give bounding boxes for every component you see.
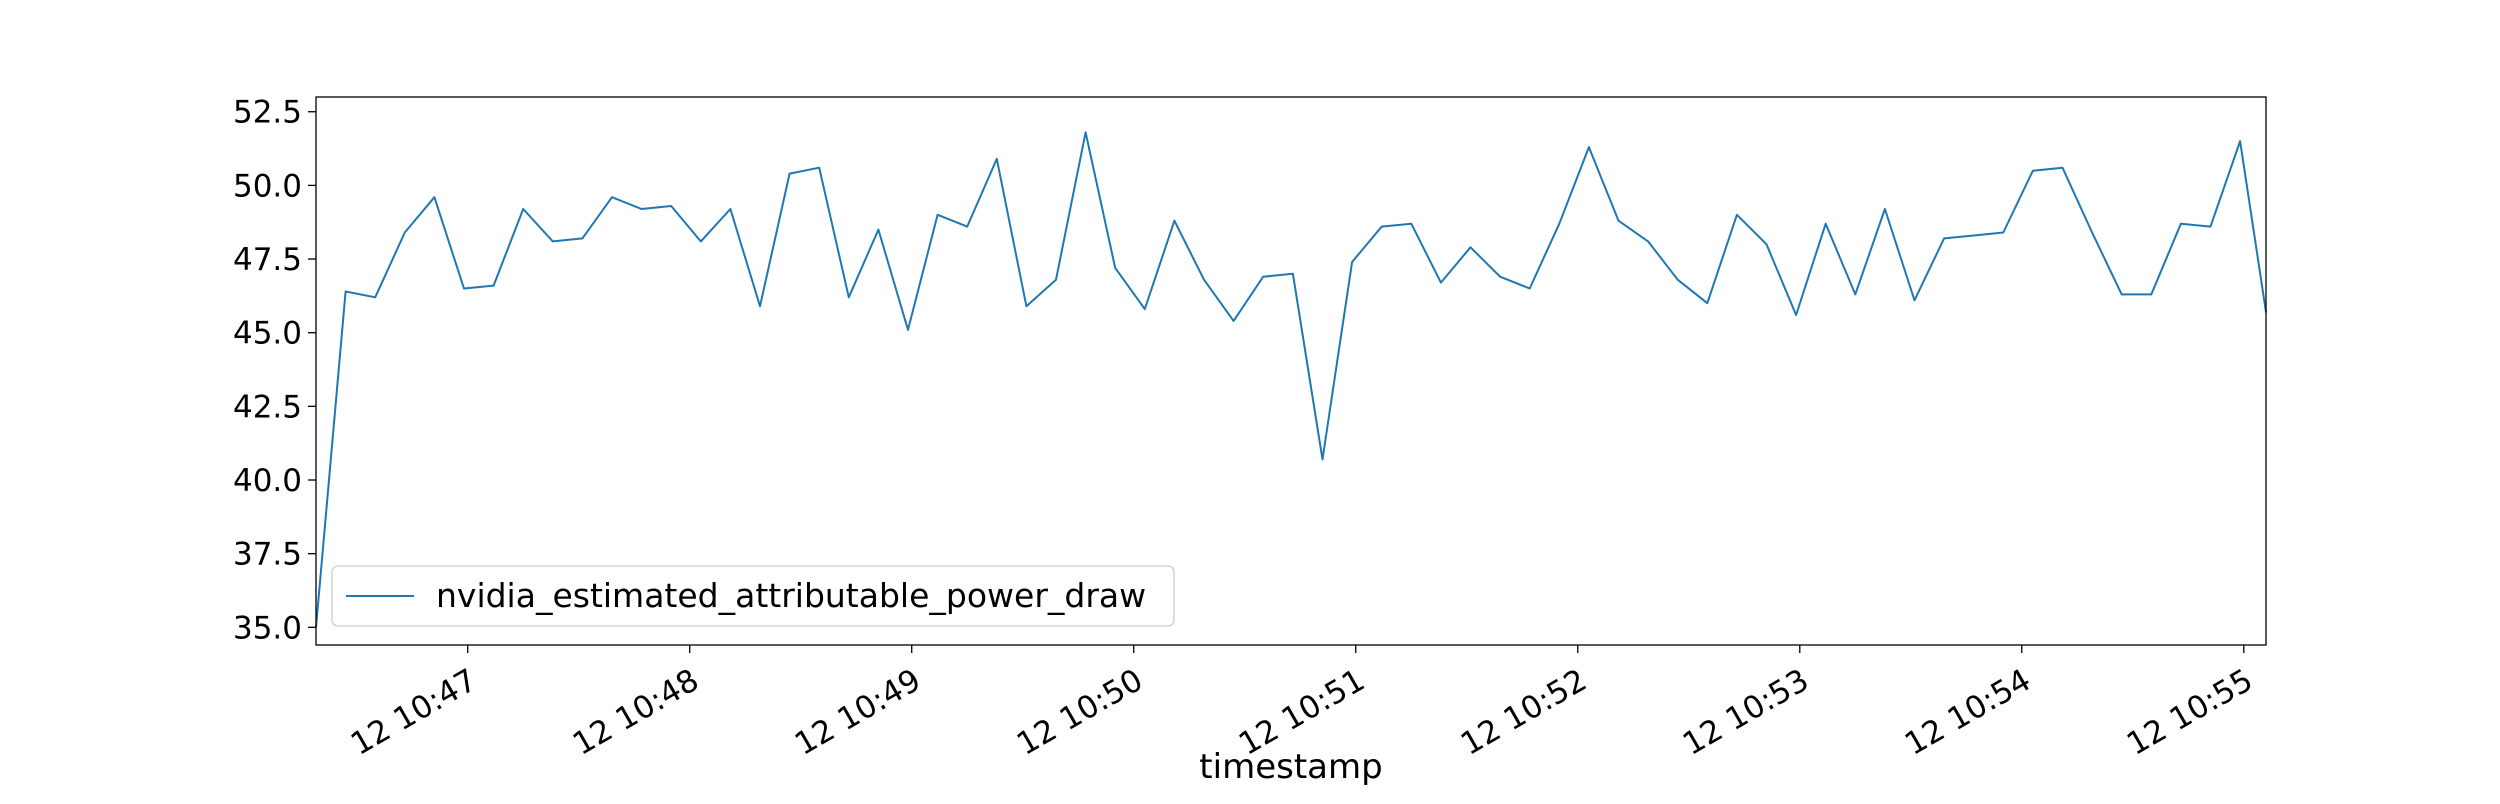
x-tick-label: 12 10:50: [1011, 662, 1149, 762]
data-point: [552, 240, 554, 243]
data-point: [2002, 231, 2005, 234]
data-point: [670, 205, 672, 207]
y-tick-label: 47.5: [233, 242, 302, 278]
data-point: [1588, 146, 1590, 148]
data-point: [1173, 219, 1176, 222]
data-point: [907, 329, 909, 331]
data-point: [1617, 219, 1620, 222]
data-point: [1321, 458, 1324, 461]
y-tick-label: 35.0: [233, 610, 302, 646]
data-point: [936, 214, 939, 216]
legend: nvidia_estimated_attributable_power_draw: [331, 565, 1175, 627]
x-tick-label: 12 10:54: [1899, 662, 2037, 762]
data-point: [1203, 278, 1205, 281]
data-point: [522, 208, 524, 210]
data-point: [2061, 166, 2064, 169]
data-point: [1232, 320, 1235, 322]
data-point: [492, 284, 495, 287]
y-tick-label: 50.0: [233, 168, 302, 204]
y-tick-label: 40.0: [233, 463, 302, 499]
data-point: [729, 208, 732, 210]
x-tick-label: 12 10:47: [345, 662, 483, 762]
series-group: [315, 131, 2267, 629]
x-tick-label: 12 10:53: [1677, 662, 1815, 762]
data-point: [1884, 208, 1886, 210]
data-point: [759, 305, 761, 308]
data-point: [404, 231, 406, 234]
plot-frame: [315, 96, 2267, 646]
data-point: [2209, 225, 2212, 228]
data-point: [1972, 234, 1975, 237]
data-point: [1765, 243, 1768, 246]
data-point: [1676, 278, 1679, 281]
data-point: [1351, 261, 1353, 263]
data-point: [1499, 275, 1501, 278]
legend-label: nvidia_estimated_attributable_power_draw: [436, 576, 1146, 615]
data-point: [1558, 222, 1561, 225]
data-point: [1795, 314, 1797, 316]
data-point: [1943, 237, 1945, 240]
data-point: [1736, 214, 1738, 216]
data-point: [1144, 308, 1146, 310]
data-point: [1647, 240, 1649, 243]
y-tick-label: 42.5: [233, 389, 302, 425]
data-point: [1528, 287, 1531, 290]
data-point: [1469, 246, 1472, 249]
series-line: [315, 131, 2267, 628]
x-tick-label: 12 10:55: [2121, 662, 2259, 762]
legend-box: [331, 565, 1175, 627]
data-point: [1025, 305, 1028, 308]
data-point: [640, 208, 643, 210]
data-point: [848, 296, 850, 299]
x-axis-label: timestamp: [1199, 747, 1382, 787]
data-point: [433, 196, 436, 198]
data-point: [996, 158, 998, 160]
data-point: [1084, 131, 1087, 134]
data-point: [700, 240, 702, 243]
data-point: [877, 228, 880, 231]
data-point: [2032, 169, 2034, 172]
x-tick-label: 12 10:48: [567, 662, 705, 762]
data-point: [581, 237, 584, 240]
data-point: [2091, 231, 2093, 234]
data-point: [788, 172, 791, 175]
y-tick-label: 45.0: [233, 316, 302, 352]
y-tick-label: 52.5: [233, 95, 302, 131]
data-point: [1114, 267, 1116, 269]
data-point: [374, 296, 377, 299]
x-tick-label: 12 10:52: [1455, 662, 1593, 762]
data-point: [1440, 281, 1442, 284]
data-point: [611, 196, 613, 198]
data-point: [1824, 222, 1827, 225]
data-point: [1706, 302, 1709, 305]
data-point: [1292, 273, 1294, 275]
data-point: [2180, 222, 2182, 225]
data-point: [463, 287, 465, 290]
data-point: [1854, 293, 1857, 296]
y-tick-label: 37.5: [233, 537, 302, 573]
data-point: [2120, 293, 2123, 296]
x-tick-label: 12 10:49: [789, 662, 927, 762]
data-point: [344, 290, 347, 293]
data-point: [1380, 225, 1383, 228]
data-point: [818, 166, 820, 169]
data-point: [966, 225, 968, 228]
data-point: [1262, 275, 1264, 278]
data-point: [1055, 278, 1057, 281]
data-point: [1913, 299, 1916, 302]
data-point: [1410, 222, 1413, 225]
y-axis-ticks: 35.0 37.5 40.0 42.5 45.0 47.5 50.0 52.5: [233, 95, 316, 646]
data-point: [2150, 293, 2153, 296]
data-point: [2239, 140, 2241, 142]
x-axis-ticks: 12 10:47 12 10:48 12 10:49 12 10:50 12 10:51…: [345, 645, 2259, 763]
